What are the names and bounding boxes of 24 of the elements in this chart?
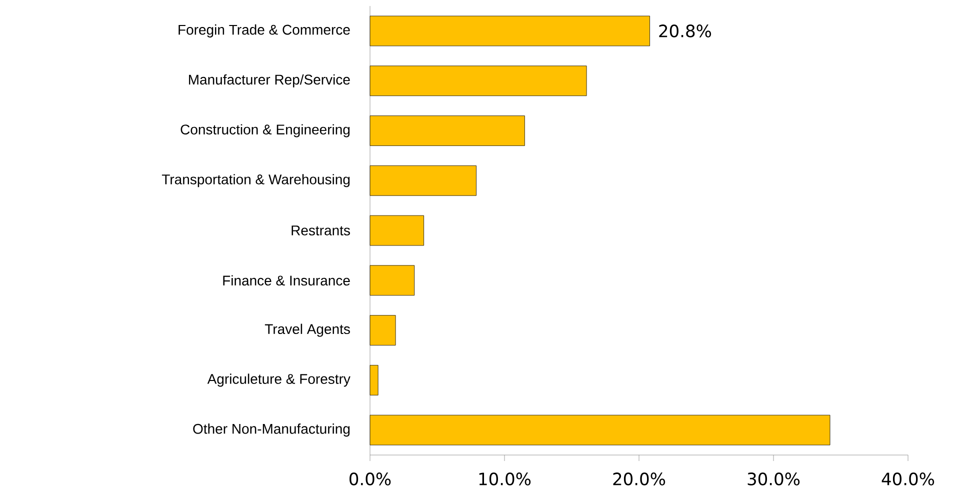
y-tick-label: Agriculeture & Forestry [207, 374, 350, 387]
y-tick-label: Restrants [292, 226, 350, 236]
bar [370, 215, 424, 246]
bar [370, 66, 587, 96]
bar [370, 16, 650, 46]
x-tick-label: 30.0% [748, 472, 800, 486]
y-tick-label: Travel Agents [264, 324, 350, 337]
y-tick-label: Finance & Insurance [223, 275, 350, 286]
bar [370, 165, 476, 196]
data-label: 20.8% [659, 24, 712, 38]
y-tick-label: Other Non-Manufacturing [193, 424, 350, 437]
x-tick-label: 10.0% [479, 472, 531, 486]
x-tick-label: 0.0% [350, 472, 391, 486]
bar [370, 116, 525, 146]
bar [370, 365, 378, 396]
bar [370, 265, 415, 296]
x-tick-label: 40.0% [882, 472, 934, 486]
y-tick-label: Transportation & Warehousing [162, 174, 350, 188]
y-tick-label: Foregin Trade & Commerce [178, 24, 350, 38]
y-tick-label: Manufacturer Rep/Service [189, 74, 350, 88]
bar [370, 315, 396, 346]
x-tick-label: 20.0% [613, 472, 666, 486]
bar [370, 414, 830, 446]
y-tick-label: Construction & Engineering [180, 124, 350, 138]
